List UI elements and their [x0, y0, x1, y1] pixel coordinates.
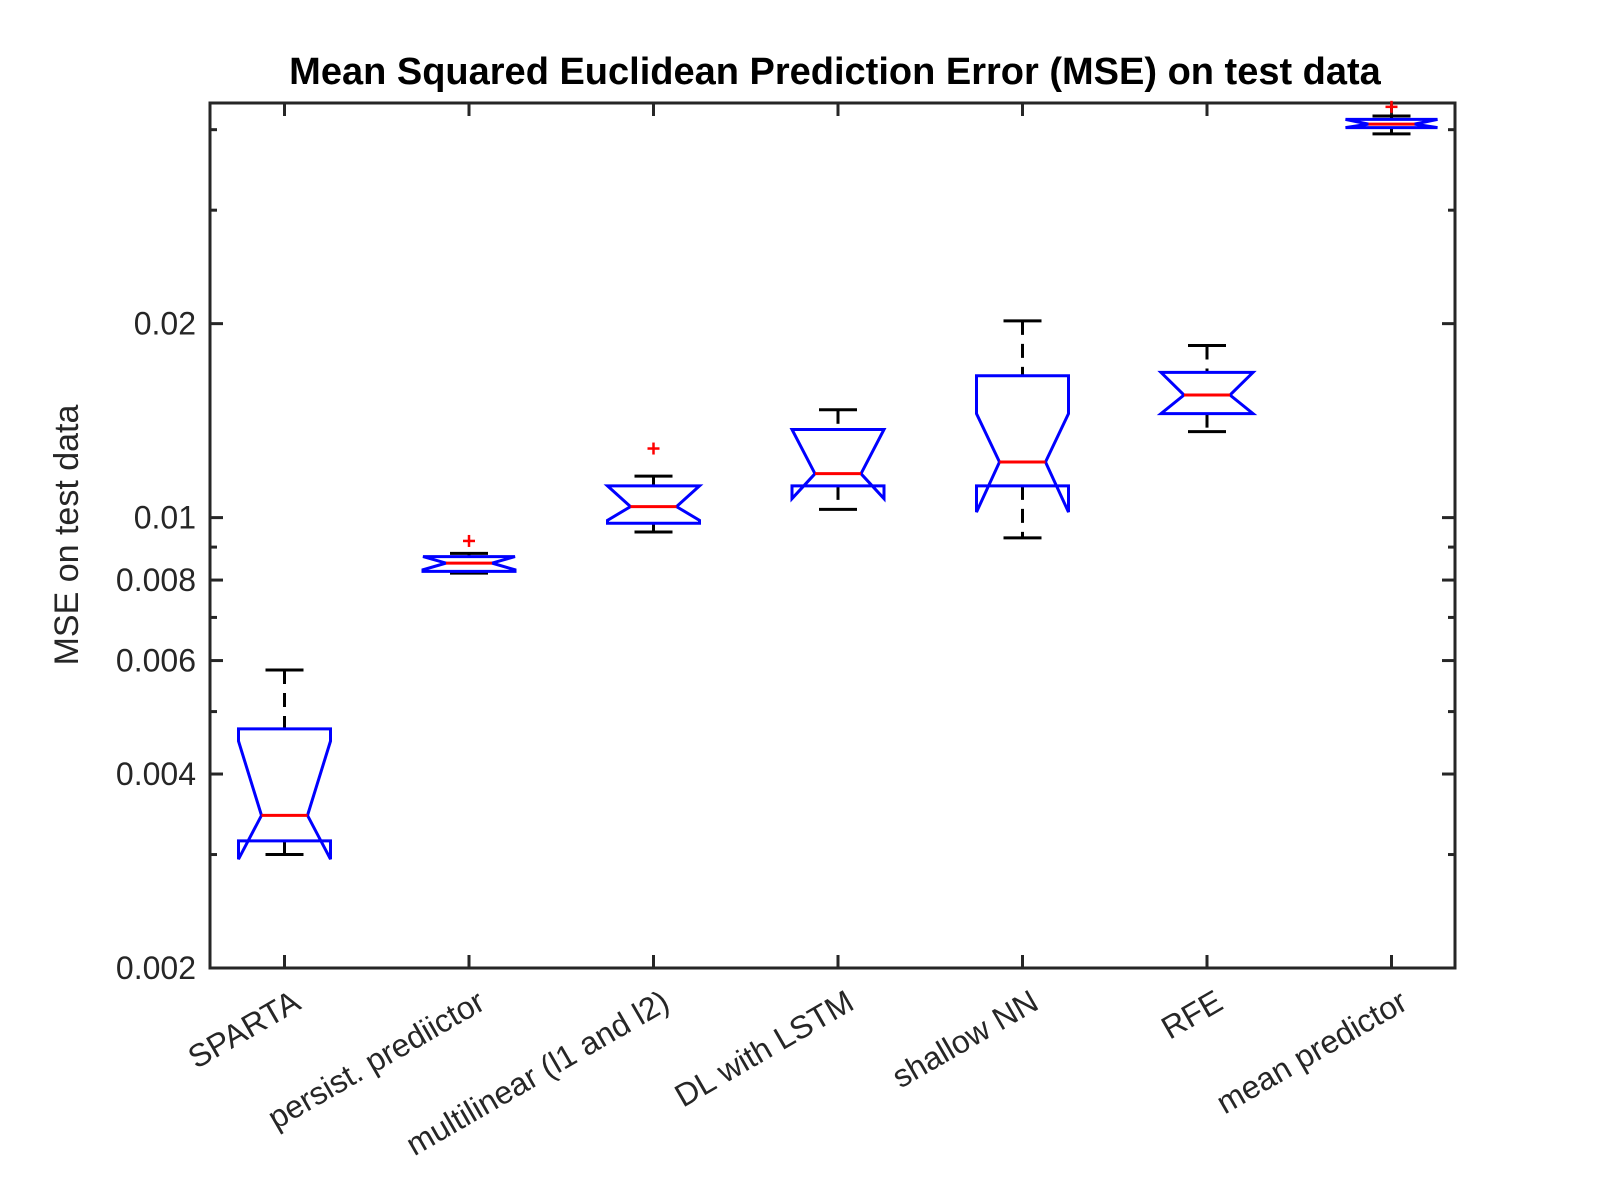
notched-box — [975, 374, 1070, 513]
notched-box — [1156, 370, 1258, 416]
y-tick-label: 0.006 — [116, 643, 196, 679]
box-series — [237, 100, 1438, 860]
box-1 — [237, 668, 332, 860]
outlier-marker — [463, 534, 475, 547]
box-5 — [975, 319, 1070, 540]
x-tick-label: mean predictor — [1210, 983, 1413, 1121]
box-2 — [421, 534, 517, 575]
y-tick-label: 0.004 — [116, 756, 196, 792]
notched-box — [789, 428, 887, 503]
chart-title: Mean Squared Euclidean Prediction Error … — [289, 51, 1382, 93]
x-tick-label: SPARTA — [182, 983, 307, 1076]
y-axis-ticks: 0.002 0.004 0.006 0.008 0.01 0.02 — [116, 128, 1455, 986]
box-3 — [603, 442, 704, 534]
y-tick-label: 0.01 — [134, 500, 196, 536]
notched-box — [421, 555, 517, 573]
x-tick-label: shallow NN — [886, 983, 1044, 1095]
box-4 — [789, 408, 887, 511]
notched-box — [237, 727, 332, 860]
y-axis-label: MSE on test data — [48, 405, 86, 666]
y-tick-label: 0.008 — [116, 562, 196, 598]
plot-area — [208, 101, 1457, 970]
x-tick-label: DL with LSTM — [669, 983, 860, 1114]
x-tick-label: RFE — [1155, 983, 1228, 1046]
box-6 — [1156, 343, 1258, 434]
y-tick-label: 0.002 — [116, 950, 196, 986]
box-7 — [1345, 100, 1438, 136]
outlier-marker — [1385, 100, 1398, 113]
y-tick-label: 0.02 — [134, 306, 196, 342]
outlier-marker — [647, 442, 660, 455]
notched-box — [603, 484, 704, 525]
